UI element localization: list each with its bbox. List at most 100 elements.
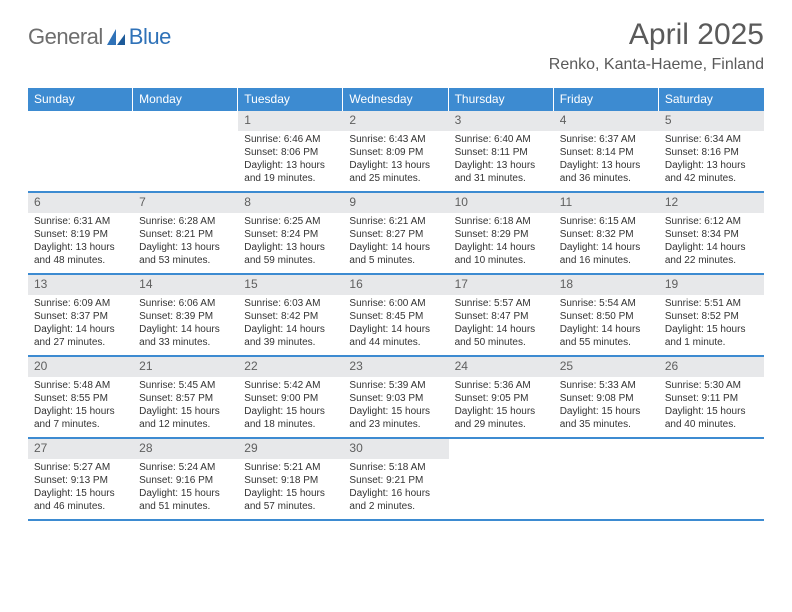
daylight-line: Daylight: 14 hours and 39 minutes. <box>244 323 337 349</box>
sunrise-line: Sunrise: 5:57 AM <box>455 297 548 310</box>
title-block: April 2025 Renko, Kanta-Haeme, Finland <box>549 18 764 74</box>
sunrise-line: Sunrise: 5:39 AM <box>349 379 442 392</box>
day-number: 30 <box>343 439 448 459</box>
day-body: Sunrise: 5:48 AMSunset: 8:55 PMDaylight:… <box>28 379 133 435</box>
daylight-line: Daylight: 13 hours and 19 minutes. <box>244 159 337 185</box>
day-body: Sunrise: 6:06 AMSunset: 8:39 PMDaylight:… <box>133 297 238 353</box>
day-cell: 29Sunrise: 5:21 AMSunset: 9:18 PMDayligh… <box>238 439 343 519</box>
day-body: Sunrise: 5:18 AMSunset: 9:21 PMDaylight:… <box>343 461 448 517</box>
sunset-line: Sunset: 8:45 PM <box>349 310 442 323</box>
logo-sail-icon <box>105 27 127 47</box>
daylight-line: Daylight: 14 hours and 50 minutes. <box>455 323 548 349</box>
sunset-line: Sunset: 9:21 PM <box>349 474 442 487</box>
day-cell <box>133 111 238 191</box>
weekday-header: Wednesday <box>343 88 448 111</box>
daynum-bar-empty <box>449 439 554 459</box>
sunset-line: Sunset: 8:24 PM <box>244 228 337 241</box>
sunrise-line: Sunrise: 5:21 AM <box>244 461 337 474</box>
weekday-header: Saturday <box>659 88 764 111</box>
location-label: Renko, Kanta-Haeme, Finland <box>549 56 764 74</box>
daylight-line: Daylight: 13 hours and 53 minutes. <box>139 241 232 267</box>
weekday-header: Sunday <box>28 88 133 111</box>
sunrise-line: Sunrise: 5:27 AM <box>34 461 127 474</box>
sunrise-line: Sunrise: 5:51 AM <box>665 297 758 310</box>
day-number: 1 <box>238 111 343 131</box>
sunrise-line: Sunrise: 6:43 AM <box>349 133 442 146</box>
daylight-line: Daylight: 13 hours and 42 minutes. <box>665 159 758 185</box>
sunrise-line: Sunrise: 6:03 AM <box>244 297 337 310</box>
sunrise-line: Sunrise: 6:34 AM <box>665 133 758 146</box>
day-cell <box>554 439 659 519</box>
daynum-bar-empty <box>659 439 764 459</box>
day-cell: 25Sunrise: 5:33 AMSunset: 9:08 PMDayligh… <box>554 357 659 437</box>
day-body: Sunrise: 6:09 AMSunset: 8:37 PMDaylight:… <box>28 297 133 353</box>
day-body: Sunrise: 5:27 AMSunset: 9:13 PMDaylight:… <box>28 461 133 517</box>
sunset-line: Sunset: 9:18 PM <box>244 474 337 487</box>
day-body: Sunrise: 6:00 AMSunset: 8:45 PMDaylight:… <box>343 297 448 353</box>
sunset-line: Sunset: 8:47 PM <box>455 310 548 323</box>
daynum-bar-empty <box>554 439 659 459</box>
daylight-line: Daylight: 15 hours and 23 minutes. <box>349 405 442 431</box>
day-cell: 14Sunrise: 6:06 AMSunset: 8:39 PMDayligh… <box>133 275 238 355</box>
day-body: Sunrise: 5:45 AMSunset: 8:57 PMDaylight:… <box>133 379 238 435</box>
sunset-line: Sunset: 8:32 PM <box>560 228 653 241</box>
daylight-line: Daylight: 14 hours and 33 minutes. <box>139 323 232 349</box>
header: General Blue April 2025 Renko, Kanta-Hae… <box>28 18 764 74</box>
sunset-line: Sunset: 8:14 PM <box>560 146 653 159</box>
day-cell: 17Sunrise: 5:57 AMSunset: 8:47 PMDayligh… <box>449 275 554 355</box>
day-body: Sunrise: 5:54 AMSunset: 8:50 PMDaylight:… <box>554 297 659 353</box>
daylight-line: Daylight: 14 hours and 44 minutes. <box>349 323 442 349</box>
daylight-line: Daylight: 15 hours and 29 minutes. <box>455 405 548 431</box>
daylight-line: Daylight: 15 hours and 46 minutes. <box>34 487 127 513</box>
day-number: 2 <box>343 111 448 131</box>
daylight-line: Daylight: 15 hours and 12 minutes. <box>139 405 232 431</box>
day-number: 10 <box>449 193 554 213</box>
day-cell: 28Sunrise: 5:24 AMSunset: 9:16 PMDayligh… <box>133 439 238 519</box>
day-cell: 3Sunrise: 6:40 AMSunset: 8:11 PMDaylight… <box>449 111 554 191</box>
sunrise-line: Sunrise: 6:12 AM <box>665 215 758 228</box>
day-cell: 11Sunrise: 6:15 AMSunset: 8:32 PMDayligh… <box>554 193 659 273</box>
day-number: 3 <box>449 111 554 131</box>
sunset-line: Sunset: 9:13 PM <box>34 474 127 487</box>
daylight-line: Daylight: 14 hours and 10 minutes. <box>455 241 548 267</box>
sunset-line: Sunset: 8:57 PM <box>139 392 232 405</box>
week-row: 6Sunrise: 6:31 AMSunset: 8:19 PMDaylight… <box>28 193 764 275</box>
day-cell: 21Sunrise: 5:45 AMSunset: 8:57 PMDayligh… <box>133 357 238 437</box>
day-number: 9 <box>343 193 448 213</box>
sunrise-line: Sunrise: 5:48 AM <box>34 379 127 392</box>
day-body: Sunrise: 5:51 AMSunset: 8:52 PMDaylight:… <box>659 297 764 353</box>
day-number: 12 <box>659 193 764 213</box>
sunset-line: Sunset: 9:11 PM <box>665 392 758 405</box>
day-number: 23 <box>343 357 448 377</box>
day-number: 19 <box>659 275 764 295</box>
day-body: Sunrise: 6:21 AMSunset: 8:27 PMDaylight:… <box>343 215 448 271</box>
day-body: Sunrise: 6:46 AMSunset: 8:06 PMDaylight:… <box>238 133 343 189</box>
week-row: 27Sunrise: 5:27 AMSunset: 9:13 PMDayligh… <box>28 439 764 521</box>
day-cell <box>449 439 554 519</box>
daylight-line: Daylight: 13 hours and 31 minutes. <box>455 159 548 185</box>
day-cell: 8Sunrise: 6:25 AMSunset: 8:24 PMDaylight… <box>238 193 343 273</box>
day-body: Sunrise: 5:33 AMSunset: 9:08 PMDaylight:… <box>554 379 659 435</box>
weekday-header: Tuesday <box>238 88 343 111</box>
sunrise-line: Sunrise: 6:06 AM <box>139 297 232 310</box>
sunset-line: Sunset: 9:08 PM <box>560 392 653 405</box>
sunrise-line: Sunrise: 6:21 AM <box>349 215 442 228</box>
sunrise-line: Sunrise: 5:36 AM <box>455 379 548 392</box>
sunrise-line: Sunrise: 5:33 AM <box>560 379 653 392</box>
week-row: 1Sunrise: 6:46 AMSunset: 8:06 PMDaylight… <box>28 111 764 193</box>
daynum-bar-empty <box>28 111 133 131</box>
daylight-line: Daylight: 14 hours and 16 minutes. <box>560 241 653 267</box>
sunset-line: Sunset: 9:16 PM <box>139 474 232 487</box>
day-body: Sunrise: 6:15 AMSunset: 8:32 PMDaylight:… <box>554 215 659 271</box>
sunset-line: Sunset: 8:11 PM <box>455 146 548 159</box>
sunset-line: Sunset: 8:27 PM <box>349 228 442 241</box>
day-cell <box>659 439 764 519</box>
day-cell: 2Sunrise: 6:43 AMSunset: 8:09 PMDaylight… <box>343 111 448 191</box>
day-number: 22 <box>238 357 343 377</box>
calendar-body: 1Sunrise: 6:46 AMSunset: 8:06 PMDaylight… <box>28 111 764 521</box>
day-cell: 24Sunrise: 5:36 AMSunset: 9:05 PMDayligh… <box>449 357 554 437</box>
day-cell: 18Sunrise: 5:54 AMSunset: 8:50 PMDayligh… <box>554 275 659 355</box>
daylight-line: Daylight: 13 hours and 48 minutes. <box>34 241 127 267</box>
sunrise-line: Sunrise: 5:45 AM <box>139 379 232 392</box>
day-number: 16 <box>343 275 448 295</box>
